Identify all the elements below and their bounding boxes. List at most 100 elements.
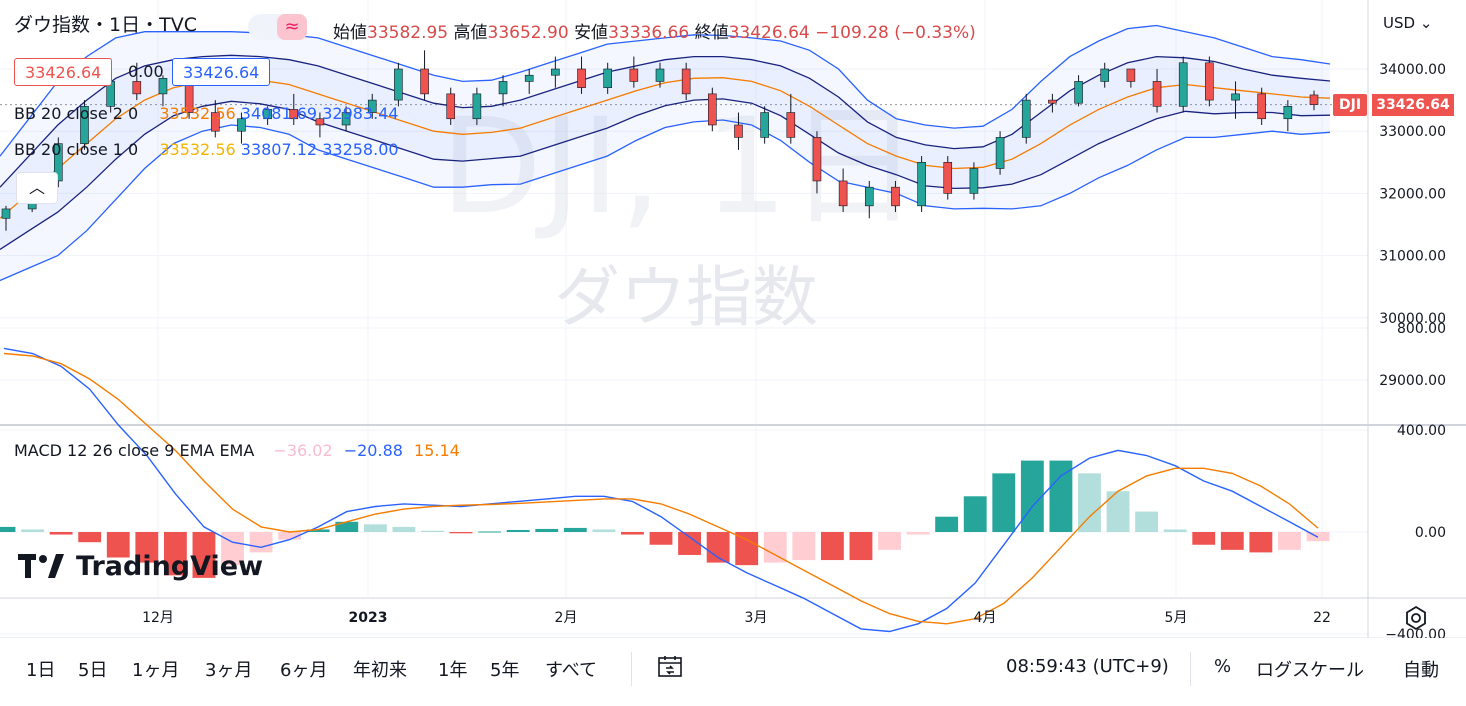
candle-body-22 bbox=[577, 68, 586, 88]
range-button-1[interactable]: 5日 bbox=[78, 660, 108, 681]
macd-hist-bar-27 bbox=[763, 532, 787, 563]
last-price-value: 33426.64 bbox=[1372, 94, 1454, 116]
toolbar-divider bbox=[631, 652, 632, 686]
time-tick-1: 2023 bbox=[349, 610, 388, 626]
candle-body-11 bbox=[289, 109, 299, 120]
macd-hist-bar-25 bbox=[706, 532, 730, 563]
macd-hist-bar-45 bbox=[1278, 532, 1301, 550]
macd-tick-2: 0.00 bbox=[1415, 525, 1446, 541]
zero-label: 0.00 bbox=[128, 62, 164, 81]
candle-body-26 bbox=[681, 68, 691, 95]
candle-body-40 bbox=[1048, 99, 1057, 104]
bb2-fill bbox=[0, 25, 1330, 281]
candle-body-27 bbox=[708, 93, 717, 126]
macd-hist-bar-8 bbox=[221, 532, 244, 566]
candle-body-16 bbox=[420, 68, 429, 95]
range-button-7[interactable]: 5年 bbox=[490, 660, 520, 681]
candle-body-24 bbox=[629, 68, 639, 82]
date-range-button[interactable] bbox=[656, 654, 686, 680]
time-tick-3: 3月 bbox=[745, 610, 768, 626]
macd-hist-bar-42 bbox=[1192, 532, 1216, 545]
candle-body-20 bbox=[524, 74, 534, 82]
candle-body-29 bbox=[760, 112, 769, 138]
macd-hist-bar-1 bbox=[21, 529, 44, 532]
candle-body-28 bbox=[734, 124, 743, 138]
candle-body-43 bbox=[1126, 68, 1136, 82]
range-button-0[interactable]: 1日 bbox=[26, 660, 56, 681]
bottom-toolbar bbox=[0, 638, 1466, 706]
candle-body-32 bbox=[838, 180, 848, 207]
macd-tick-0: 800.00 bbox=[1397, 321, 1446, 337]
bb1-lower-line bbox=[0, 98, 1331, 250]
candle-body-13 bbox=[341, 112, 351, 126]
calendar-range-icon bbox=[658, 656, 682, 677]
range-button-8[interactable]: すべて bbox=[545, 660, 598, 681]
candle-body-12 bbox=[315, 118, 325, 126]
macd-hist-bar-30 bbox=[849, 532, 873, 561]
macd-hist-bar-31 bbox=[878, 532, 901, 550]
macd-hist-bar-16 bbox=[449, 532, 473, 534]
chevron-down-icon: ⌄ bbox=[1419, 14, 1433, 32]
grid bbox=[0, 0, 1466, 639]
percent-toggle[interactable]: % bbox=[1214, 656, 1232, 677]
range-button-6[interactable]: 1年 bbox=[438, 660, 468, 681]
candle-body-6 bbox=[158, 78, 168, 95]
price-tick-4: 30000.00 bbox=[1379, 311, 1446, 327]
candle-body-49 bbox=[1283, 106, 1293, 120]
macd-hist-bar-18 bbox=[506, 529, 530, 532]
range-button-5[interactable]: 年初来 bbox=[353, 660, 407, 681]
candle-body-42 bbox=[1100, 68, 1110, 82]
price-tick-3: 31000.00 bbox=[1379, 249, 1446, 265]
tradingview-logo-text: TradingView bbox=[76, 550, 264, 582]
macd-hist-bar-3 bbox=[78, 532, 102, 543]
price-tick-1: 33000.00 bbox=[1379, 124, 1446, 140]
time-tick-2: 2月 bbox=[555, 610, 578, 626]
log-scale-toggle[interactable]: ログスケール bbox=[1256, 660, 1364, 681]
range-button-4[interactable]: 6ヶ月 bbox=[280, 660, 328, 681]
candle-body-0 bbox=[1, 208, 11, 219]
candle-body-37 bbox=[969, 168, 979, 194]
time-tick-4: 4月 bbox=[974, 610, 997, 626]
candle-body-50 bbox=[1309, 94, 1319, 105]
bb1-fill bbox=[0, 55, 1330, 250]
macd-hist-bar-5 bbox=[135, 532, 159, 563]
macd-hist-bar-19 bbox=[535, 528, 559, 532]
range-button-3[interactable]: 3ヶ月 bbox=[205, 660, 253, 681]
macd-hist-bar-0 bbox=[0, 526, 16, 532]
macd-hist-bar-15 bbox=[421, 530, 444, 532]
wave-icon[interactable]: ≈ bbox=[277, 14, 307, 40]
macd-hist-bar-6 bbox=[163, 532, 187, 576]
signal-line bbox=[3, 352, 1319, 625]
macd-hist-bar-7 bbox=[192, 532, 216, 578]
candle-body-5 bbox=[132, 81, 142, 95]
macd-hist-bar-44 bbox=[1249, 532, 1273, 553]
macd-hist-bar-37 bbox=[1049, 460, 1073, 532]
candle-body-21 bbox=[551, 68, 560, 76]
last-price-symbol: DJI bbox=[1333, 94, 1368, 116]
macd-line bbox=[3, 347, 1319, 633]
candle-body-10 bbox=[263, 109, 272, 120]
toolbar-divider-2 bbox=[1190, 652, 1191, 686]
bb2-lower-line bbox=[0, 119, 1331, 282]
bb1-legend: BB 20 close 1 0 33532.56 33807.12 33258.… bbox=[14, 140, 399, 159]
settings-button[interactable] bbox=[1402, 604, 1430, 632]
auto-scale-toggle[interactable]: 自動 bbox=[1403, 660, 1439, 681]
collapse-legend-button[interactable]: ︿ bbox=[16, 172, 58, 204]
macd-hist-bar-23 bbox=[649, 532, 673, 545]
currency-selector[interactable]: USD ⌄ bbox=[1383, 14, 1433, 32]
range-button-2[interactable]: 1ヶ月 bbox=[132, 660, 180, 681]
macd-hist-bar-41 bbox=[1163, 529, 1187, 532]
ohlc-values: 始値33582.95 高値33652.90 安値33336.66 終値33426… bbox=[333, 23, 976, 43]
macd-hist-bar-13 bbox=[363, 524, 387, 532]
gear-icon bbox=[1406, 605, 1426, 631]
timezone-clock[interactable]: 08:59:43 (UTC+9) bbox=[1006, 656, 1169, 677]
macd-hist-bar-11 bbox=[306, 529, 330, 532]
candle-body-31 bbox=[812, 137, 822, 182]
tradingview-logo[interactable]: TradingView bbox=[18, 549, 263, 583]
candle-body-41 bbox=[1074, 81, 1083, 104]
bb2-legend: BB 20 close 2 0 33532.56 34081.69 32983.… bbox=[14, 104, 399, 123]
chevron-up-icon: ︿ bbox=[28, 178, 45, 197]
macd-hist-bar-22 bbox=[621, 532, 644, 535]
macd-hist-bar-33 bbox=[935, 516, 959, 532]
